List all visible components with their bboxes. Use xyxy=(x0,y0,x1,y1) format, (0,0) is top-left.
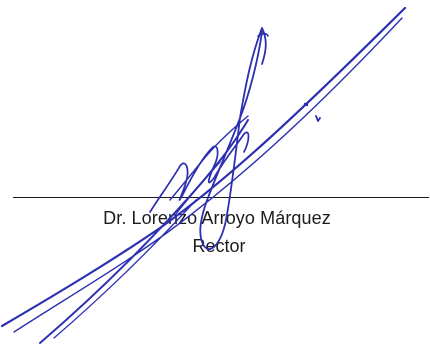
signer-name: Dr. Lorenzo Arroyo Márquez xyxy=(103,208,331,228)
signer-title: Rector xyxy=(192,236,246,256)
signature-line xyxy=(13,197,429,198)
